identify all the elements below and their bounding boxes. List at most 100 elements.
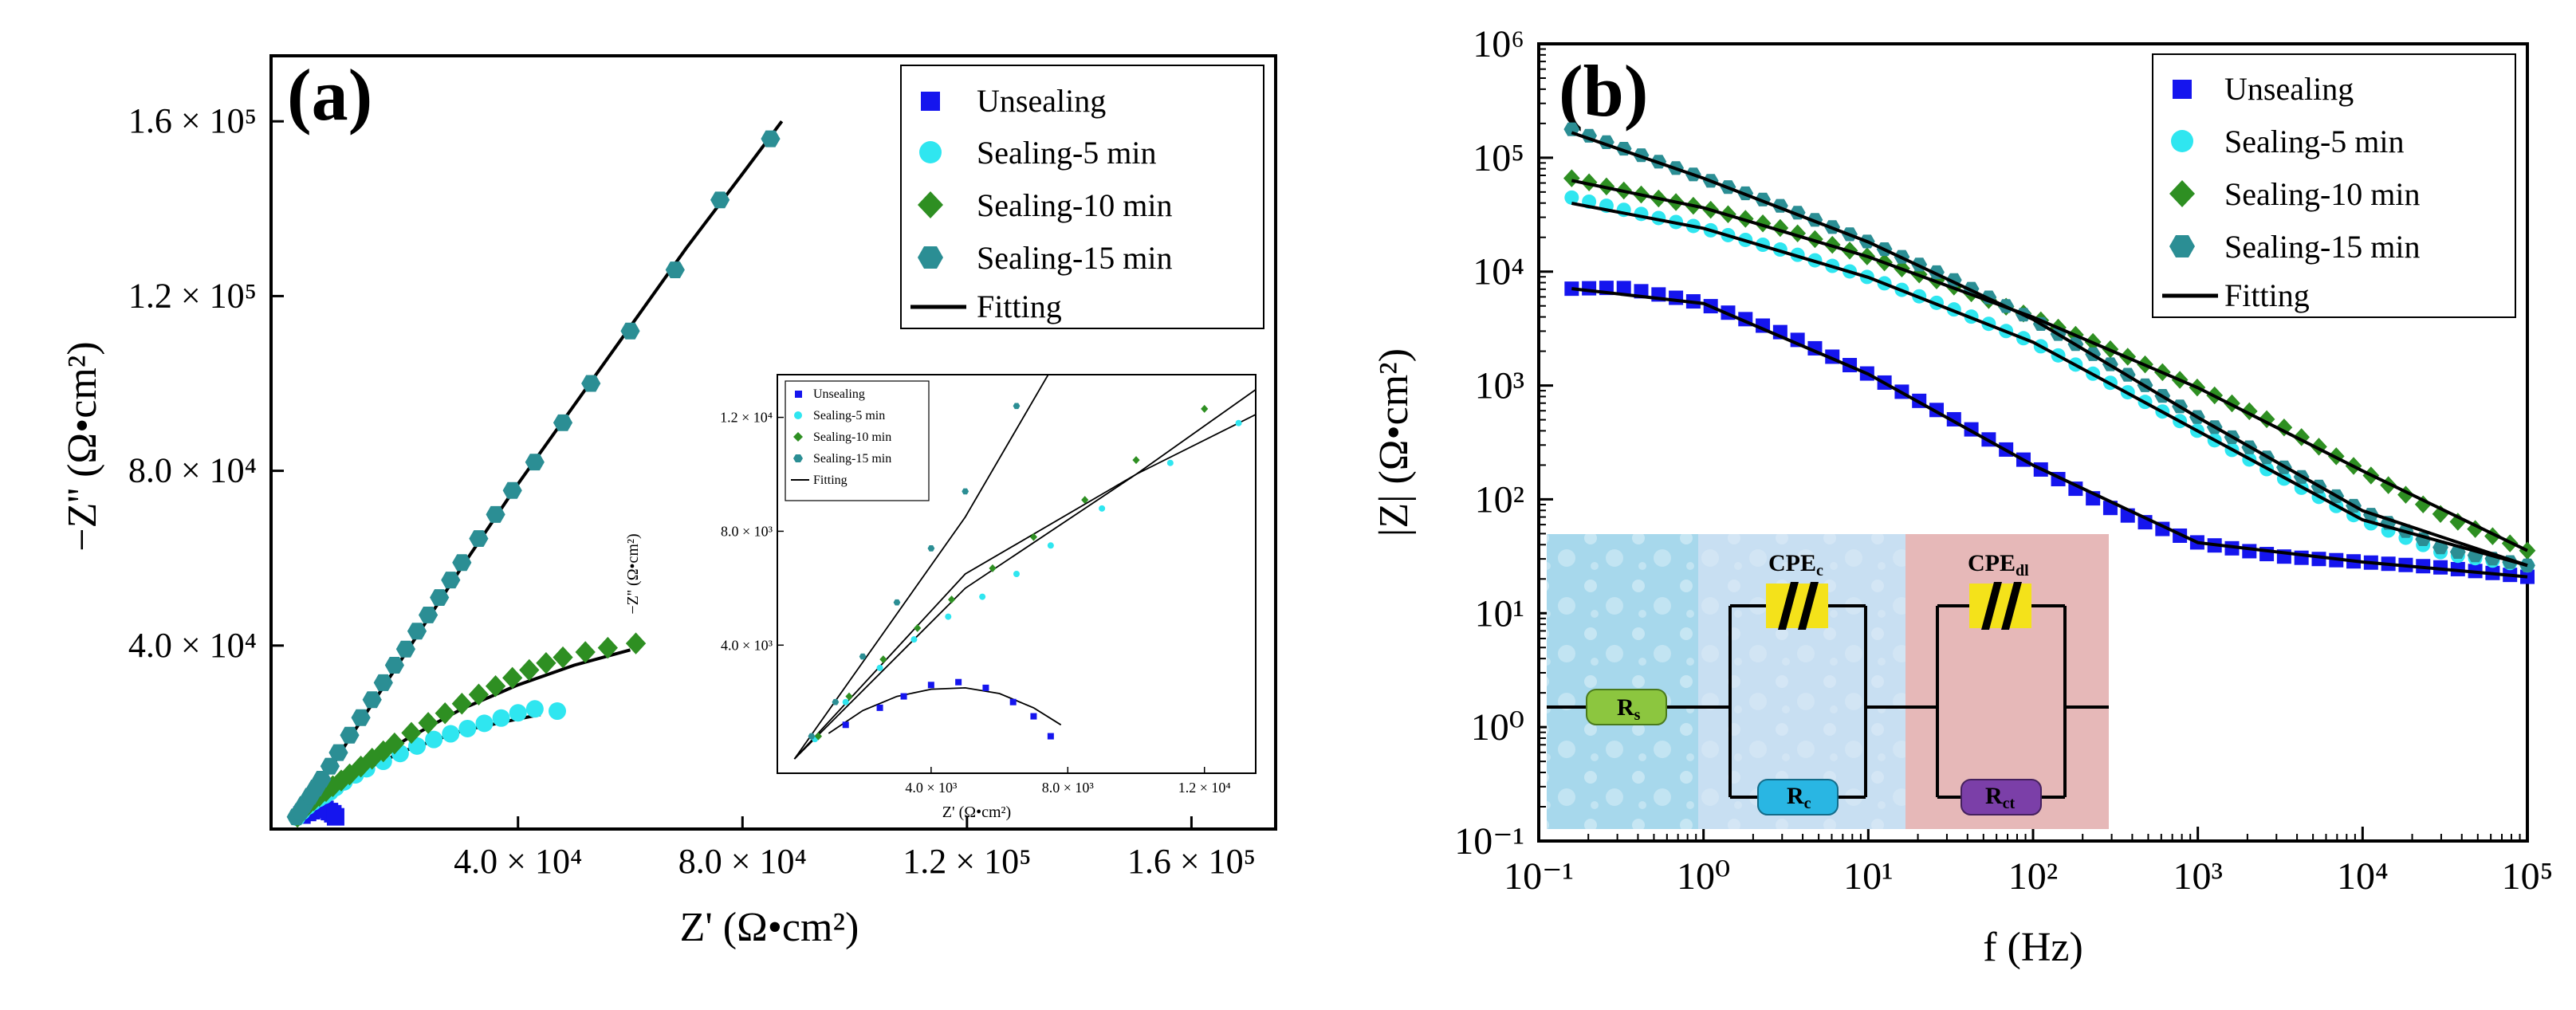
legend-b-marker-sealing15 (2169, 235, 2195, 257)
legend-a-marker-sealing10 (918, 191, 943, 218)
inset-y-tick-label: 1.2 × 10⁴ (720, 410, 773, 426)
inset-fit-line-sealing10 (793, 388, 1256, 760)
cpe-dl-plate-left (1981, 582, 2002, 630)
chart-b-x-tick-label: 10⁴ (2337, 855, 2389, 898)
chart-a-point-sealing15 (665, 261, 685, 278)
chart-b-y-axis-label: |Z| (Ω•cm²) (1371, 348, 1417, 536)
inset-point-sealing5 (979, 593, 986, 600)
chart-a-x-tick-label: 4.0 × 10⁴ (454, 842, 582, 881)
chart-a-point-sealing15 (384, 657, 404, 674)
inset-point-unsealing (982, 684, 989, 691)
chart-b-fit-line-sealing15 (1571, 131, 2528, 568)
chart-a-point-sealing10 (625, 632, 647, 654)
chart-b-point-sealing15 (2519, 558, 2535, 572)
chart-b-point-sealing10 (1580, 173, 1598, 191)
chart-a-point-sealing10 (451, 692, 472, 715)
inset-point-sealing5 (1099, 505, 1106, 512)
inset-legend-marker-sealing15 (793, 454, 803, 462)
chart-a-point-sealing15 (340, 726, 360, 744)
chart-a-point-sealing15 (761, 130, 781, 147)
inset-point-sealing5 (1235, 419, 1242, 426)
inset-point-sealing10 (1201, 404, 1209, 413)
inset-x-axis-label: Z' (Ω•cm²) (942, 804, 1011, 821)
chart-a-point-sealing10 (468, 683, 490, 705)
chart-a-point-sealing10 (418, 712, 439, 734)
chart-a-point-sealing5 (525, 700, 544, 718)
chart-a-point-sealing10 (575, 641, 596, 663)
inset-point-sealing15 (859, 653, 867, 660)
chart-a-point-sealing10 (322, 775, 344, 798)
resistor-rc (1757, 779, 1839, 815)
inset-point-sealing15 (962, 488, 969, 495)
inset-point-sealing15 (808, 733, 816, 740)
chart-a-inset: 4.0 × 10³ 8.0 × 10³ 1.2 × 10⁴ 4.0 × 10³ 8.0 … (624, 374, 1257, 821)
legend-a-label-sealing10: Sealing-10 min (977, 187, 1173, 223)
chart-a-point-sealing15 (469, 530, 489, 547)
inset-legend-marker-sealing10 (793, 432, 803, 442)
chart-a-point-sealing15 (553, 414, 573, 431)
chart-b-y-tick-label: 10⁵ (1473, 137, 1524, 179)
chart-b-x-tick-label: 10⁻¹ (1504, 855, 1574, 898)
chart-a-point-sealing10 (502, 666, 523, 690)
chart-b-x-tick-label: 10⁵ (2502, 855, 2554, 898)
chart-a-panel-label: (a) (287, 54, 372, 136)
chart-b-y-tick-label: 10¹ (1475, 592, 1524, 635)
chart-a-plot-frame (269, 54, 1277, 831)
inset-point-unsealing (927, 682, 934, 689)
chart-b-point-sealing5 (1564, 190, 1579, 205)
inset-fit-line-sealing5 (793, 413, 1256, 760)
resistor-rct (1961, 779, 2042, 815)
chart-b-fit-line-sealing10 (1571, 179, 2528, 552)
chart-a-point-sealing15 (351, 709, 371, 726)
legend-b-label-sealing15: Sealing-15 min (2224, 229, 2421, 265)
inset-legend: Unsealing Sealing-5 min Sealing-10 min S… (785, 380, 930, 501)
chart-a-point-sealing15 (581, 375, 601, 392)
chart-a-point-unsealing (326, 808, 344, 826)
chart-a-ticks: 4.0 × 10⁴ 8.0 × 10⁴ 1.2 × 10⁵ 1.6 × 10⁵ 4.0 … (128, 101, 1256, 881)
legend-b-marker-unsealing (2173, 80, 2192, 99)
inset-x-tick-label: 8.0 × 10³ (1042, 780, 1095, 796)
chart-a-y-tick-label: 8.0 × 10⁴ (128, 451, 257, 490)
inset-fit-line-unsealing (828, 686, 1062, 734)
chart-b-y-tick-label: 10² (1475, 478, 1524, 521)
legend-b-marker-sealing5 (2171, 130, 2193, 152)
inset-point-sealing10 (914, 623, 922, 632)
inset-point-unsealing (955, 678, 962, 686)
chart-a-point-sealing10 (597, 636, 618, 659)
inset-point-sealing5 (842, 698, 849, 705)
chart-b-ticks: 10⁻¹ 10⁰ 10¹ 10² 10³ 10⁴ 10⁵ 10⁻¹ 10⁰ 10¹ 10² 10³ 10… (1454, 23, 2553, 898)
legend-a-label-fitting: Fitting (977, 289, 1062, 324)
chart-a-point-sealing15 (452, 554, 472, 572)
legend-a-marker-sealing15 (918, 246, 943, 269)
chart-a-point-sealing10 (339, 763, 360, 786)
legend-a-label-unsealing: Unsealing (977, 83, 1106, 119)
inset-series (793, 375, 1256, 760)
chart-b-y-tick-label: 10⁴ (1473, 251, 1524, 293)
chart-a-point-sealing10 (401, 721, 422, 745)
inset-ticks: 4.0 × 10³ 8.0 × 10³ 1.2 × 10⁴ 4.0 × 10³ 8.0 … (720, 410, 1231, 796)
chart-a-point-sealing15 (710, 191, 730, 209)
inset-point-sealing10 (1029, 533, 1038, 541)
inset-point-unsealing (900, 693, 907, 700)
chart-a-point-sealing10 (553, 646, 573, 669)
chart-b: (b) 10⁻¹ 10⁰ 10¹ 10² 10³ 10⁴ 10⁵10⁻¹10⁰10¹10²1… (1371, 23, 2553, 970)
inset-point-sealing5 (945, 613, 952, 620)
chart-b-point-unsealing (2242, 544, 2257, 559)
chart-a-point-sealing15 (395, 640, 415, 658)
inset-point-sealing5 (1013, 571, 1020, 577)
inset-legend-marker-unsealing (795, 391, 802, 398)
inset-point-sealing10 (845, 692, 853, 701)
legend-a-label-sealing5: Sealing-5 min (977, 135, 1157, 171)
chart-a-point-sealing15 (430, 589, 450, 606)
inset-point-sealing10 (1132, 456, 1140, 465)
inset-point-sealing15 (832, 698, 840, 705)
chart-b-y-tick-label: 10⁶ (1473, 23, 1524, 65)
chart-a-point-sealing15 (328, 744, 348, 761)
chart-a-point-sealing5 (509, 704, 527, 722)
chart-b-panel-label: (b) (1559, 50, 1648, 132)
inset-point-unsealing (1009, 698, 1017, 705)
chart-b-x-tick-label: 10² (2008, 855, 2058, 898)
chart-a-point-sealing5 (548, 702, 566, 721)
chart-b-point-unsealing (2433, 560, 2448, 575)
chart-a-point-sealing15 (362, 691, 382, 709)
